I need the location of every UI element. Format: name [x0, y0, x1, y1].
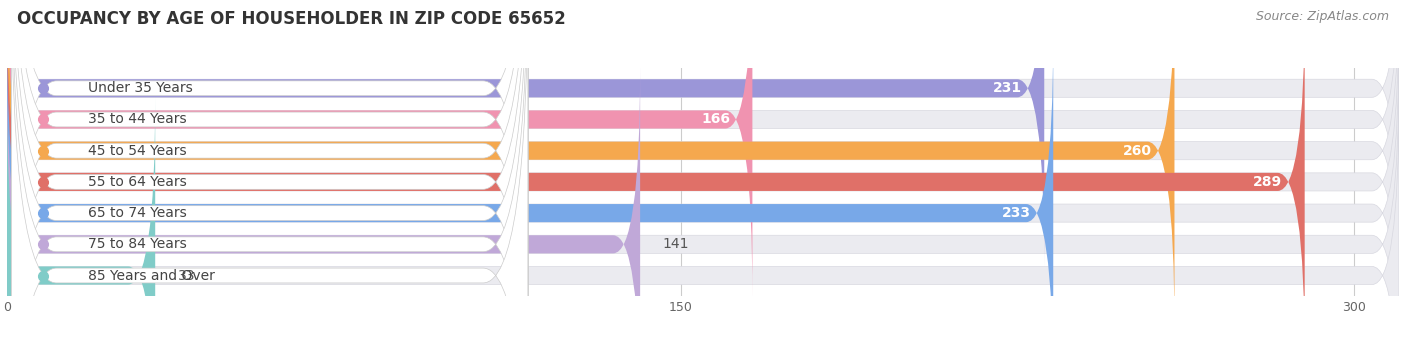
Text: 33: 33 [177, 269, 195, 283]
FancyBboxPatch shape [11, 0, 527, 340]
FancyBboxPatch shape [7, 0, 1174, 329]
FancyBboxPatch shape [7, 66, 1399, 340]
FancyBboxPatch shape [11, 0, 527, 340]
Text: 166: 166 [702, 113, 730, 126]
FancyBboxPatch shape [7, 97, 1399, 340]
Text: Under 35 Years: Under 35 Years [87, 81, 193, 95]
FancyBboxPatch shape [7, 4, 1305, 340]
FancyBboxPatch shape [7, 97, 155, 340]
Text: 45 to 54 Years: 45 to 54 Years [87, 144, 187, 158]
FancyBboxPatch shape [11, 0, 527, 340]
FancyBboxPatch shape [11, 0, 527, 340]
Text: 35 to 44 Years: 35 to 44 Years [87, 113, 187, 126]
FancyBboxPatch shape [7, 0, 1399, 329]
FancyBboxPatch shape [11, 0, 527, 340]
FancyBboxPatch shape [11, 0, 527, 340]
FancyBboxPatch shape [7, 0, 1399, 298]
Text: 233: 233 [1002, 206, 1031, 220]
FancyBboxPatch shape [7, 0, 752, 298]
Text: 85 Years and Over: 85 Years and Over [87, 269, 215, 283]
FancyBboxPatch shape [7, 66, 640, 340]
FancyBboxPatch shape [7, 4, 1399, 340]
Text: OCCUPANCY BY AGE OF HOUSEHOLDER IN ZIP CODE 65652: OCCUPANCY BY AGE OF HOUSEHOLDER IN ZIP C… [17, 10, 565, 28]
FancyBboxPatch shape [11, 0, 527, 340]
Text: 141: 141 [662, 237, 689, 251]
Text: 55 to 64 Years: 55 to 64 Years [87, 175, 187, 189]
FancyBboxPatch shape [7, 35, 1053, 340]
FancyBboxPatch shape [7, 0, 1399, 267]
FancyBboxPatch shape [7, 0, 1045, 267]
FancyBboxPatch shape [7, 35, 1399, 340]
Text: 260: 260 [1123, 144, 1152, 158]
Text: 75 to 84 Years: 75 to 84 Years [87, 237, 187, 251]
Text: Source: ZipAtlas.com: Source: ZipAtlas.com [1256, 10, 1389, 23]
Text: 231: 231 [993, 81, 1022, 95]
Text: 65 to 74 Years: 65 to 74 Years [87, 206, 187, 220]
Text: 289: 289 [1253, 175, 1282, 189]
